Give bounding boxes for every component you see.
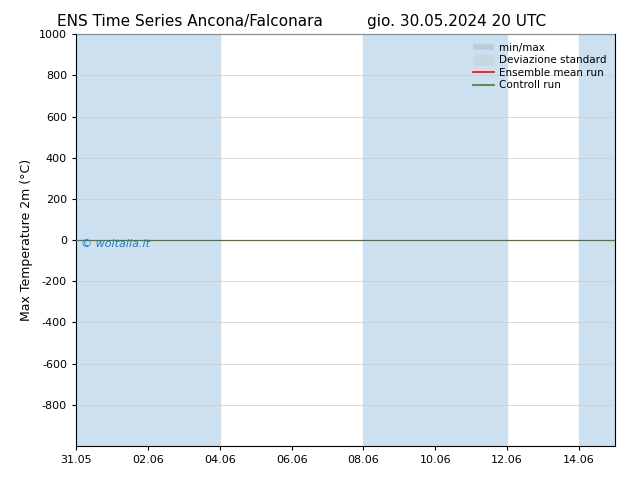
- Ensemble mean run: [332, 237, 339, 243]
- Text: ENS Time Series Ancona/Falconara: ENS Time Series Ancona/Falconara: [57, 14, 323, 29]
- Y-axis label: Max Temperature 2m (°C): Max Temperature 2m (°C): [20, 159, 34, 321]
- Ensemble mean run: [328, 237, 336, 243]
- Legend: min/max, Deviazione standard, Ensemble mean run, Controll run: min/max, Deviazione standard, Ensemble m…: [470, 40, 610, 94]
- Ensemble mean run: [598, 237, 606, 243]
- Ensemble mean run: [611, 237, 619, 243]
- Controll run: [393, 237, 401, 243]
- Bar: [579, 34, 615, 446]
- Ensemble mean run: [393, 237, 401, 243]
- Controll run: [332, 237, 339, 243]
- Controll run: [328, 237, 336, 243]
- Controll run: [364, 237, 372, 243]
- Ensemble mean run: [72, 237, 80, 243]
- Controll run: [598, 237, 606, 243]
- Controll run: [72, 237, 80, 243]
- Bar: [148, 34, 220, 446]
- Bar: [76, 34, 148, 446]
- Text: © woitalia.it: © woitalia.it: [81, 239, 150, 249]
- Ensemble mean run: [364, 237, 372, 243]
- Bar: [436, 34, 507, 446]
- Bar: [363, 34, 436, 446]
- Text: gio. 30.05.2024 20 UTC: gio. 30.05.2024 20 UTC: [367, 14, 546, 29]
- Controll run: [611, 237, 619, 243]
- Controll run: [514, 237, 522, 243]
- Ensemble mean run: [514, 237, 522, 243]
